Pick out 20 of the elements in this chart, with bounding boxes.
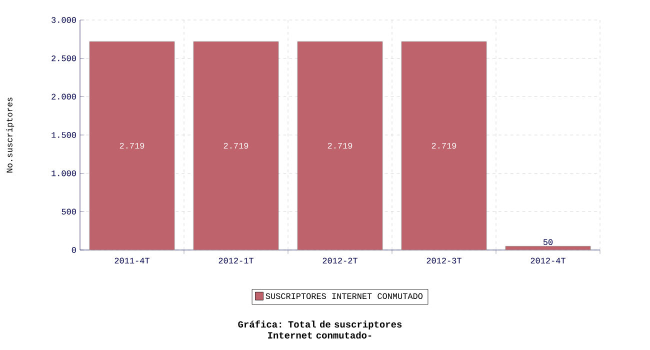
y-tick-label: 0 [72, 247, 76, 253]
y-tick-label: 2.500 [52, 55, 76, 62]
x-tick-label: 2011-4T [114, 258, 150, 264]
y-tick-label: 1.500 [52, 132, 76, 138]
data-label: 2.719 [224, 142, 248, 149]
data-label: 2.719 [328, 142, 352, 149]
data-label: 2.719 [432, 142, 456, 149]
x-tick-label: 2012-3T [426, 258, 462, 264]
x-tick-label: 2012-2T [322, 258, 358, 264]
data-label: 50 [543, 239, 553, 245]
y-tick-label: 500 [62, 208, 76, 215]
x-tick-label: 2012-1T [218, 258, 254, 264]
y-tick-label: 1.000 [52, 170, 76, 176]
x-tick-label: 2012-4T [530, 258, 566, 264]
text: Gráfica: Total de suscriptores Internet conmutado- [238, 320, 402, 339]
text: SUSCRIPTORES INTERNET CONMUTADO [266, 293, 423, 300]
y-tick-label: 3.000 [52, 17, 76, 23]
data-label: 2.719 [120, 142, 144, 149]
y-tick-label: 2.000 [52, 94, 76, 100]
y-axis-title: No.suscriptores [6, 98, 14, 172]
